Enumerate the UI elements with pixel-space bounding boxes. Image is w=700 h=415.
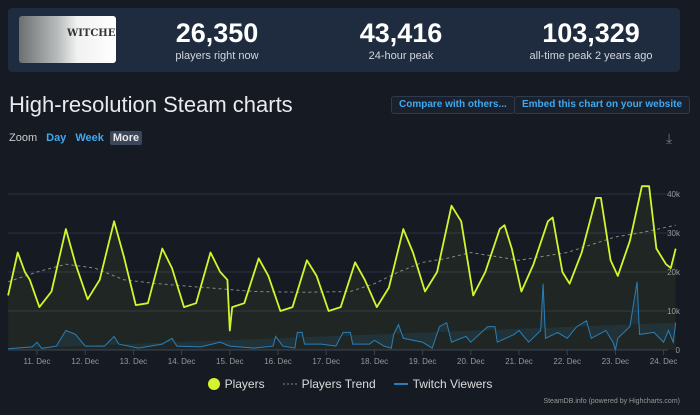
stat-24h-peak: 43,416 24-hour peak <box>359 18 443 62</box>
x-tick-label: 17. Dec <box>312 357 340 366</box>
stat-all-time-peak: 103,329 all-time peak 2 years ago <box>529 18 653 62</box>
players-chart: 0 10k 20k 30k 40k 11. Dec 12. Dec 13. Dec 14. De… <box>7 185 681 366</box>
x-tick-label: 14. Dec <box>168 357 196 366</box>
stat-current: 26,350 players right now <box>175 18 259 62</box>
page-title: High-resolution Steam charts <box>9 92 293 117</box>
legend-twitch[interactable]: Twitch Viewers <box>393 377 493 391</box>
y-tick-label: 10k <box>667 307 681 316</box>
legend-trend[interactable]: Players Trend <box>282 377 376 391</box>
x-tick-label: 19. Dec <box>409 357 437 366</box>
x-tick-label: 24. Dec <box>650 357 678 366</box>
embed-button[interactable]: Embed this chart on your website <box>514 96 691 114</box>
zoom-day[interactable]: Day <box>46 132 67 144</box>
zoom-week[interactable]: Week <box>75 132 104 144</box>
players-line <box>7 185 677 332</box>
zoom-label: Zoom <box>9 132 38 144</box>
game-logo[interactable]: WITCHER <box>19 16 116 63</box>
compare-button[interactable]: Compare with others... <box>391 96 515 114</box>
x-tick-label: 22. Dec <box>553 357 581 366</box>
legend: Players Players Trend Twitch Viewers <box>0 377 700 391</box>
y-tick-label: 0 <box>676 346 681 355</box>
x-tick-label: 18. Dec <box>361 357 389 366</box>
x-tick-label: 13. Dec <box>120 357 148 366</box>
x-tick-label: 12. Dec <box>71 357 99 366</box>
legend-players[interactable]: Players <box>207 377 265 391</box>
twitch-viewers-line <box>8 281 677 351</box>
x-tick-label: 20. Dec <box>457 357 485 366</box>
download-icon[interactable]: ⤓ <box>666 130 673 146</box>
zoom-more[interactable]: More <box>109 131 143 145</box>
x-tick-label: 11. Dec <box>24 357 51 366</box>
x-tick-label: 16. Dec <box>264 357 292 366</box>
y-tick-label: 30k <box>667 229 681 238</box>
chart-credit[interactable]: SteamDB.info (powered by Highcharts.com) <box>543 398 680 405</box>
y-tick-label: 20k <box>667 268 681 277</box>
x-tick-label: 23. Dec <box>602 357 630 366</box>
x-tick-label: 15. Dec <box>216 357 244 366</box>
players-trend-line <box>7 224 676 293</box>
players-area <box>8 186 676 350</box>
x-tick-label: 21. Dec <box>505 357 533 366</box>
zoom-controls: Zoom Day Week More <box>9 131 143 145</box>
y-tick-label: 40k <box>667 190 681 199</box>
